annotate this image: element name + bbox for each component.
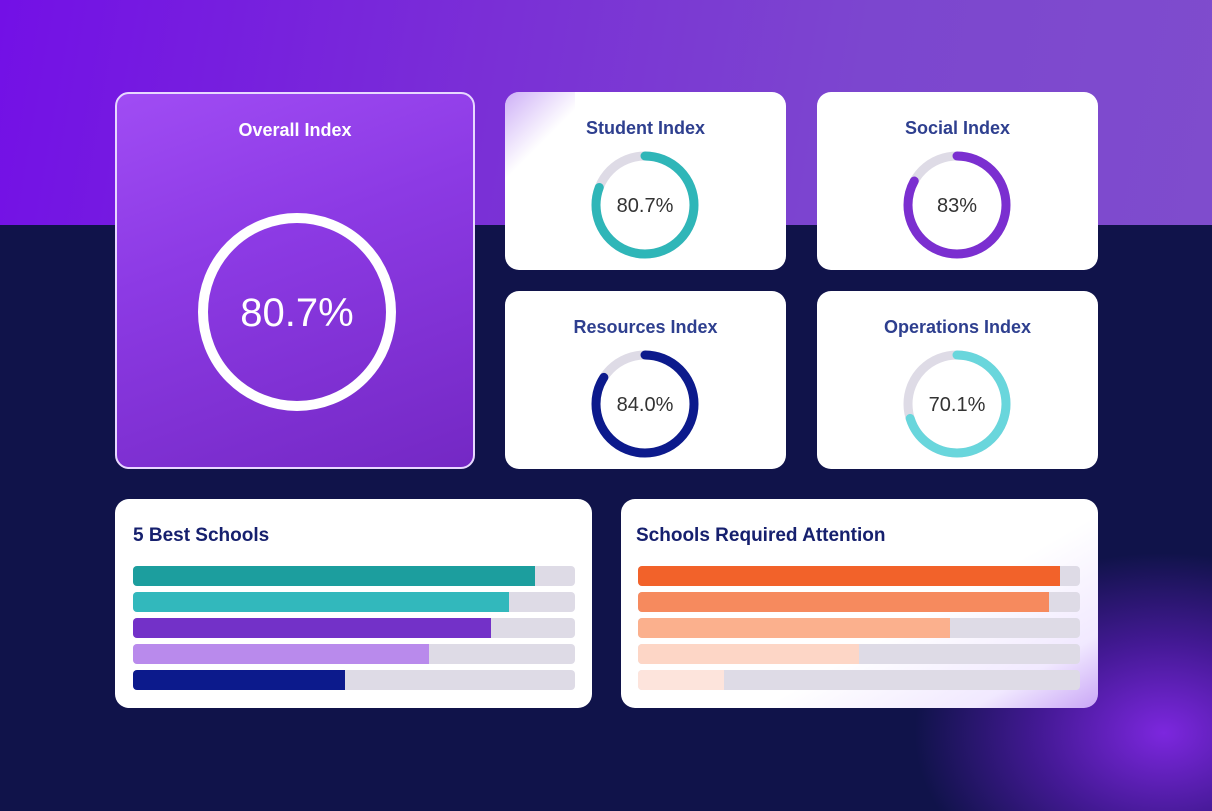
operations-index-donut: 70.1% [903,350,1011,458]
attention-school-bar-fill [638,644,859,664]
resources-ring-arc [591,350,699,458]
overall-index-value: 80.7% [240,291,353,335]
attention-school-bar-fill [638,592,1050,612]
overall-index-donut: 80.7% [198,213,396,411]
attention-schools-card: Schools Required Attention [621,499,1098,708]
attention-school-bar-track [638,566,1080,586]
social-ring-arc [903,151,1011,259]
attention-school-bar-fill [638,566,1061,586]
social-index-card: Social Index 83% [817,92,1098,270]
attention-school-bar-track [638,618,1080,638]
best-school-bar-track [133,618,575,638]
student-index-donut: 80.7% [591,151,699,259]
resources-index-donut: 84.0% [591,350,699,458]
overall-index-card: Overall Index 80.7% [115,92,475,469]
best-school-bar-track [133,644,575,664]
social-index-title: Social Index [904,118,1011,138]
student-ring-arc [591,151,699,259]
best-schools-title: 5 Best Schools [133,525,270,546]
operations-index-card: Operations Index 70.1% [817,291,1098,469]
best-school-bar-fill [133,566,536,586]
student-index-value: 80.7% [617,195,674,217]
operations-index-title: Operations Index [883,317,1032,337]
resources-index-card: Resources Index 84.0% [505,291,786,469]
student-index-card: Student Index 80.7% [505,92,786,270]
best-school-bar-track [133,566,575,586]
overall-index-title: Overall Index [238,120,352,140]
social-index-donut: 83% [903,151,1011,259]
attention-school-bar-track [638,644,1080,664]
attention-schools-title: Schools Required Attention [636,525,886,546]
operations-index-value: 70.1% [929,394,986,416]
best-school-bar-track [133,670,575,690]
operations-ring-arc [903,350,1011,458]
best-school-bar-fill [133,644,430,664]
best-school-bar-track [133,592,575,612]
attention-school-bar-track [638,670,1080,690]
best-school-bar-fill [133,618,492,638]
best-school-bar-fill [133,670,346,690]
attention-school-bar-fill [638,670,725,690]
resources-index-title: Resources Index [573,317,718,337]
attention-school-bar-track [638,592,1080,612]
student-index-title: Student Index [585,118,705,138]
best-school-bar-fill [133,592,509,612]
best-schools-card: 5 Best Schools [115,499,592,708]
social-index-value: 83% [937,195,977,217]
attention-school-bar-fill [638,618,950,638]
overall-ring-track [198,213,396,411]
resources-index-value: 84.0% [617,394,674,416]
